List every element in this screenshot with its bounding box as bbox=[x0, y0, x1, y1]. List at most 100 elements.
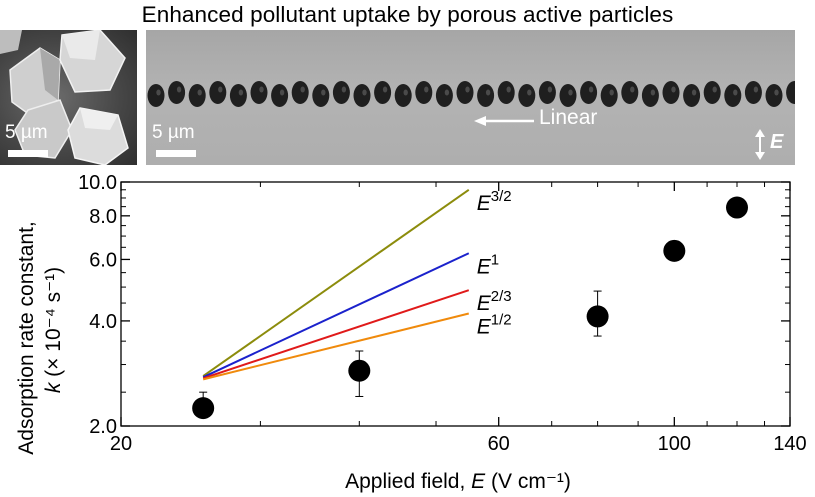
reference-line bbox=[202, 289, 470, 380]
chain-particle bbox=[456, 81, 474, 104]
field-label: E bbox=[770, 131, 784, 153]
reference-line-label: E1/2 bbox=[477, 312, 512, 339]
chain-particle bbox=[229, 84, 247, 107]
chain-particle-highlight bbox=[733, 89, 738, 96]
chain-particle-highlight bbox=[753, 86, 759, 93]
chain-particle-highlight bbox=[712, 86, 717, 93]
chain-particle bbox=[662, 81, 680, 104]
chain-particle bbox=[641, 84, 659, 107]
x-tick-label: 60 bbox=[488, 433, 510, 455]
chain-particle-highlight bbox=[156, 89, 161, 96]
figure-title: Enhanced pollutant uptake by porous acti… bbox=[141, 2, 674, 27]
chain-particle bbox=[312, 84, 330, 107]
chain-particle bbox=[353, 84, 371, 107]
data-point bbox=[726, 196, 749, 219]
chain-particle bbox=[250, 81, 268, 104]
chain-particle bbox=[744, 81, 762, 104]
sem-scale-bar bbox=[8, 150, 48, 157]
chain-particle bbox=[374, 81, 392, 104]
sem-micrograph: 5 µm bbox=[0, 30, 137, 165]
x-tick-label: 100 bbox=[658, 433, 691, 455]
particle-chain bbox=[147, 81, 795, 107]
chain-particle-highlight bbox=[691, 89, 697, 96]
chain-particle-highlight bbox=[321, 89, 326, 96]
chain-particle-highlight bbox=[650, 89, 656, 96]
chain-particle bbox=[621, 81, 639, 104]
y-axis-label-line1: Adsorption rate constant, bbox=[15, 221, 38, 454]
chain-particle bbox=[518, 84, 536, 107]
sem-scale-label: 5 µm bbox=[5, 122, 48, 143]
porous-particles-image bbox=[0, 30, 129, 165]
chain-particle-highlight bbox=[609, 89, 614, 96]
data-point bbox=[348, 359, 371, 382]
chain-particle-highlight bbox=[774, 89, 779, 96]
linear-label: Linear bbox=[539, 106, 598, 129]
adsorption-rate-chart: E3/2 E1 E2/3E1/2 2.0 4.0 6.0 8.0 10.0 20 60 100 14… bbox=[15, 172, 807, 493]
chain-particle-highlight bbox=[218, 86, 223, 93]
chain-particle-highlight bbox=[671, 86, 676, 93]
chain-particle-highlight bbox=[197, 89, 202, 96]
chain-particle bbox=[786, 81, 795, 104]
chain-particle bbox=[188, 84, 206, 107]
reference-line-label: E1 bbox=[477, 251, 499, 278]
data-points bbox=[192, 196, 749, 420]
y-tick-label: 8.0 bbox=[89, 206, 117, 228]
chain-particle bbox=[559, 84, 577, 107]
chain-particle bbox=[580, 81, 598, 104]
chain-particle bbox=[435, 84, 453, 107]
chain-particle-highlight bbox=[465, 86, 470, 93]
y-axis-label-line2: k (× 10⁻⁴ s⁻¹) bbox=[42, 267, 65, 393]
x-tick-label: 20 bbox=[110, 433, 132, 455]
data-point bbox=[586, 305, 609, 328]
chain-particle-highlight bbox=[444, 89, 450, 96]
chain-particle bbox=[271, 84, 289, 107]
y-tick-label: 10.0 bbox=[78, 172, 117, 194]
chain-particle-highlight bbox=[547, 86, 553, 93]
chain-particle bbox=[724, 84, 742, 107]
reference-line bbox=[202, 252, 470, 379]
chain-particle bbox=[703, 81, 721, 104]
data-point bbox=[663, 239, 686, 262]
chain-particle-highlight bbox=[506, 86, 511, 93]
reference-line-label: E3/2 bbox=[477, 188, 512, 215]
chain-particle-highlight bbox=[279, 89, 285, 96]
chain-particle bbox=[147, 84, 165, 107]
chain-particle-highlight bbox=[424, 86, 429, 93]
chain-particle-highlight bbox=[403, 89, 408, 96]
chain-particle-highlight bbox=[238, 89, 244, 96]
chain-particle-highlight bbox=[341, 86, 347, 93]
optical-scale-bar bbox=[156, 150, 196, 157]
chain-particle-highlight bbox=[259, 86, 264, 93]
x-axis-label: Applied field, E (V cm⁻¹) bbox=[345, 470, 571, 493]
data-point bbox=[192, 397, 215, 420]
reference-line bbox=[202, 188, 470, 377]
chain-particle-highlight bbox=[382, 86, 388, 93]
reference-lines: E3/2 E1 E2/3E1/2 bbox=[202, 188, 512, 381]
chain-particle bbox=[332, 81, 350, 104]
y-tick-label: 6.0 bbox=[89, 249, 117, 271]
chain-particle bbox=[168, 81, 186, 104]
chain-particle bbox=[538, 81, 556, 104]
chain-particle bbox=[209, 81, 227, 104]
y-tick-label: 2.0 bbox=[89, 416, 117, 438]
chain-particle bbox=[497, 81, 515, 104]
chain-particle bbox=[477, 84, 495, 107]
chain-particle bbox=[394, 84, 412, 107]
optical-scale-label: 5 µm bbox=[152, 122, 195, 143]
plot-frame bbox=[120, 181, 791, 427]
chain-particle-highlight bbox=[630, 86, 635, 93]
tick-labels: 2.0 4.0 6.0 8.0 10.0 20 60 100 140 bbox=[78, 172, 807, 455]
chain-particle-highlight bbox=[362, 89, 367, 96]
chain-particle bbox=[765, 84, 783, 107]
reference-line-label: E2/3 bbox=[477, 288, 512, 315]
y-tick-label: 4.0 bbox=[89, 311, 117, 333]
chain-particle-highlight bbox=[588, 86, 594, 93]
chain-particle bbox=[415, 81, 433, 104]
chain-particle-highlight bbox=[568, 89, 573, 96]
reference-line bbox=[202, 312, 470, 381]
chain-particle bbox=[683, 84, 701, 107]
x-tick-label: 140 bbox=[773, 433, 806, 455]
chain-particle bbox=[600, 84, 618, 107]
chain-particle-highlight bbox=[300, 86, 305, 93]
axes-frame bbox=[120, 181, 791, 427]
